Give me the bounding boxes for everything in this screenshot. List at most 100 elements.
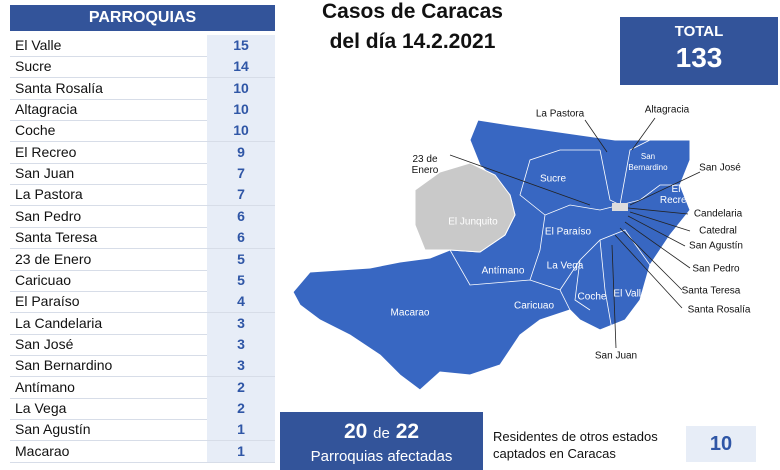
map-label: San José — [699, 162, 741, 174]
table-row: La Vega 2 — [10, 397, 275, 420]
case-count: 3 — [207, 312, 275, 334]
parish-name: Santa Rosalía — [15, 79, 103, 96]
parish-name: Macarao — [15, 442, 70, 459]
count: 20 — [343, 420, 368, 443]
parish-borders — [449, 139, 680, 331]
table-row: San Agustín 1 — [10, 419, 275, 442]
parish-name: El Recreo — [15, 143, 77, 160]
table-row: San José 3 — [10, 333, 275, 356]
parish-name: San Juan — [15, 165, 75, 182]
case-count: 3 — [207, 355, 275, 377]
title-line: Casos de Caracas — [322, 0, 503, 23]
affected-box: 20 de 22 Parroquias afectadas — [280, 412, 483, 470]
case-count: 6 — [207, 227, 275, 249]
case-count: 5 — [207, 248, 275, 270]
parish-name: Sucre — [15, 58, 52, 75]
case-count: 14 — [207, 56, 275, 78]
parish-name: Coche — [15, 122, 56, 139]
map-label: San Agustín — [689, 240, 743, 252]
connector: de — [373, 425, 390, 442]
parish-name: 23 de Enero — [15, 250, 92, 267]
table-row: Altagracia 10 — [10, 99, 275, 122]
parish-name: Caricuao — [15, 271, 72, 288]
map-label: El Paraíso — [544, 226, 592, 238]
parish-name: La Pastora — [15, 186, 83, 203]
parish-name: La Vega — [15, 399, 67, 416]
case-count: 1 — [207, 440, 275, 462]
case-count: 7 — [207, 184, 275, 206]
parish-name: San José — [15, 335, 74, 352]
map-label: Antímano — [481, 265, 525, 277]
table-row: Caricuao 5 — [10, 269, 275, 292]
map-label: El Junquito — [448, 216, 498, 228]
map-label: 23 de Enero — [411, 154, 439, 176]
total: 22 — [395, 420, 420, 443]
map-label: Coche — [577, 291, 607, 303]
parish-name: San Bernardino — [15, 357, 113, 374]
case-count: 6 — [207, 205, 275, 227]
table-header: PARROQUIAS — [10, 5, 275, 31]
parish-name: El Valle — [15, 37, 62, 53]
case-count: 9 — [207, 141, 275, 163]
parish-name: San Agustín — [15, 421, 91, 438]
center-marker — [612, 203, 628, 211]
table-row: San Pedro 6 — [10, 205, 275, 228]
case-count: 10 — [207, 120, 275, 142]
table-row: El Paraíso 4 — [10, 291, 275, 314]
parish-name: San Pedro — [15, 207, 82, 224]
table-row: El Valle 15 — [10, 35, 275, 57]
case-count: 3 — [207, 333, 275, 355]
map-label: San Bernardino — [628, 152, 668, 172]
table-row: Coche 10 — [10, 120, 275, 143]
map-label: El Recreo — [659, 184, 693, 206]
map-label: La Vega — [546, 260, 584, 272]
table-row: Antímano 2 — [10, 376, 275, 399]
map-label: Santa Teresa — [681, 285, 741, 297]
table-row: La Pastora 7 — [10, 184, 275, 207]
parish-name: La Candelaria — [15, 314, 103, 331]
map-label: El Valle — [613, 288, 647, 300]
title-line: del día 14.2.2021 — [329, 30, 496, 53]
map-label: San Juan — [594, 350, 638, 362]
case-count: 4 — [207, 291, 275, 313]
table-row: Santa Teresa 6 — [10, 227, 275, 250]
affected-count: 20 de 22 — [280, 420, 483, 444]
case-count: 10 — [207, 99, 275, 121]
total-label: TOTAL — [674, 23, 724, 40]
case-count: 15 — [207, 35, 275, 56]
leader-lines — [449, 117, 701, 349]
map-label: Catedral — [699, 225, 737, 237]
map-label: Altagracia — [644, 104, 690, 116]
parish-name: Altagracia — [15, 101, 78, 118]
table-row: Macarao 1 — [10, 440, 275, 463]
case-count: 1 — [207, 419, 275, 441]
map-label: Santa Rosalía — [687, 304, 751, 316]
map-label: Sucre — [539, 173, 567, 185]
case-count: 2 — [207, 376, 275, 398]
table-row: Santa Rosalía 10 — [10, 77, 275, 100]
case-count: 2 — [207, 397, 275, 419]
table-row: San Bernardino 3 — [10, 355, 275, 378]
parish-name: El Paraíso — [15, 293, 80, 310]
case-count: 10 — [207, 77, 275, 99]
residents-value: 10 — [686, 426, 756, 462]
table-row: San Juan 7 — [10, 163, 275, 186]
affected-label: Parroquias afectadas — [310, 448, 453, 465]
map-label: Candelaria — [693, 208, 743, 220]
map-label: San Pedro — [692, 263, 740, 275]
map-label: Caricuao — [513, 300, 555, 312]
el-junquito-region — [414, 162, 516, 253]
table-row: El Recreo 9 — [10, 141, 275, 164]
map-label: Macarao — [390, 307, 430, 319]
case-count: 5 — [207, 269, 275, 291]
total-value: 133 — [675, 42, 723, 73]
case-count: 7 — [207, 163, 275, 185]
parish-name: Antímano — [15, 378, 75, 395]
table-row: 23 de Enero 5 — [10, 248, 275, 271]
table-row: La Candelaria 3 — [10, 312, 275, 335]
total-box: TOTAL 133 — [620, 17, 778, 85]
parish-name: Santa Teresa — [15, 229, 98, 246]
map-label: La Pastora — [535, 108, 585, 120]
